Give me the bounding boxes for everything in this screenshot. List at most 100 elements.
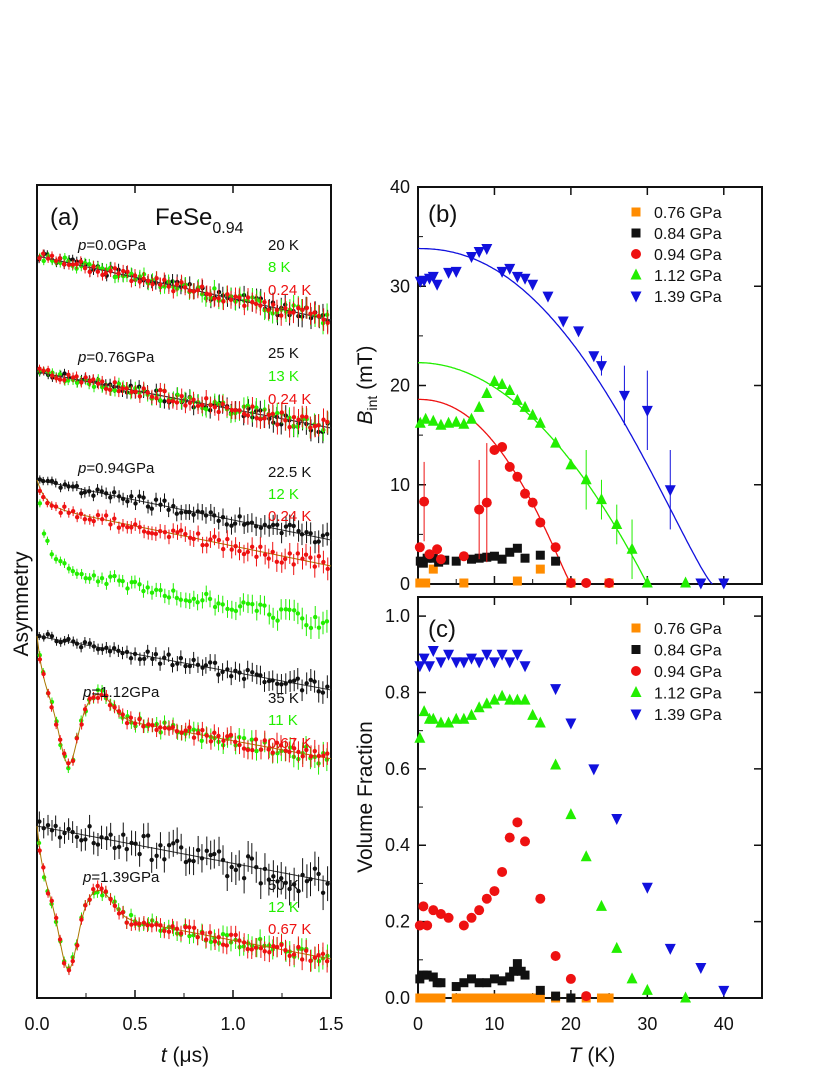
a-point [128,715,134,720]
a-point [325,566,330,572]
b-legend-marker-2 [631,249,641,259]
a-point [41,865,46,870]
a-point [221,299,226,304]
a-point [57,835,63,840]
a-point [149,590,155,595]
a-point [66,636,71,642]
a-point [208,510,213,515]
a-point [153,652,159,657]
c-point [588,764,600,776]
b-fit-2 [418,247,713,585]
a-point [57,737,63,742]
c-point [418,901,429,912]
a-point [45,891,51,896]
panel-c-ylabel: Volume Fraction [354,721,377,873]
a-point [37,477,43,482]
b-point [458,551,469,562]
a-point [271,943,276,949]
b-point [421,578,431,588]
a-point [258,544,263,549]
a-point [136,921,142,927]
a-point [308,754,314,759]
a-point [204,591,209,597]
a-point [254,608,259,614]
b-point [496,266,508,278]
a-point [62,561,67,566]
a-point [250,670,255,675]
a-point [62,830,67,836]
a-point [149,394,155,399]
a-point [149,923,155,928]
a-point [308,311,313,316]
a-point [191,858,196,864]
b-legend-marker-4 [630,291,642,303]
a-point [45,538,50,544]
a-point [120,650,125,656]
a-point [116,648,121,654]
b-point [565,458,577,470]
a-point [82,260,88,266]
a-point [300,754,305,759]
a-point [241,522,247,527]
a-point [157,529,163,534]
b-point [680,576,692,588]
a-point [212,296,217,301]
c-point [451,982,461,992]
a-point [66,566,72,571]
a-point [87,641,93,646]
a-point [79,838,84,843]
a-point [166,842,172,848]
a-point [133,522,138,527]
a-point [141,495,146,500]
a-point [104,645,109,650]
a-point [258,602,263,607]
group-2-temp-1: 12 K [268,486,299,503]
c-point [418,653,430,665]
a-point [325,419,330,425]
b-legend-marker-0 [631,207,641,217]
a-series-14 [36,826,332,976]
a-point [99,688,105,693]
a-point [229,547,234,552]
c-point [435,908,446,919]
c-legend-marker-0 [631,623,641,633]
a-point [74,374,79,379]
b-point [527,497,538,508]
a-point [283,748,288,753]
a-point [154,395,159,401]
a-point [87,262,92,267]
a-point [129,840,134,846]
a-point [229,607,235,612]
a-point [270,411,275,417]
a-point [83,903,88,908]
a-point [325,531,330,537]
c-point [422,970,432,980]
a-point [275,618,280,623]
c-point [550,684,562,696]
a-point [41,531,47,536]
c-point [497,866,508,877]
c-legend-label-1: 0.84 GPa [654,643,722,660]
a-point [170,725,175,730]
a-point [154,276,159,281]
a-point [171,841,176,846]
c-point [511,693,523,705]
c-point [611,814,623,826]
b-point [458,417,470,429]
a-point [287,424,292,430]
b-point [431,279,443,291]
a-point [249,520,255,525]
a-point [78,511,84,516]
a-point [82,490,88,495]
b-point [505,547,515,557]
a-point [279,560,284,565]
b-point [414,416,426,428]
a-point [254,748,259,754]
a-point [304,530,309,535]
a-point [187,400,193,405]
a-point [66,510,71,516]
a-point [237,548,242,554]
b-point [424,549,435,560]
a-point [208,852,213,858]
a-point [145,585,150,590]
